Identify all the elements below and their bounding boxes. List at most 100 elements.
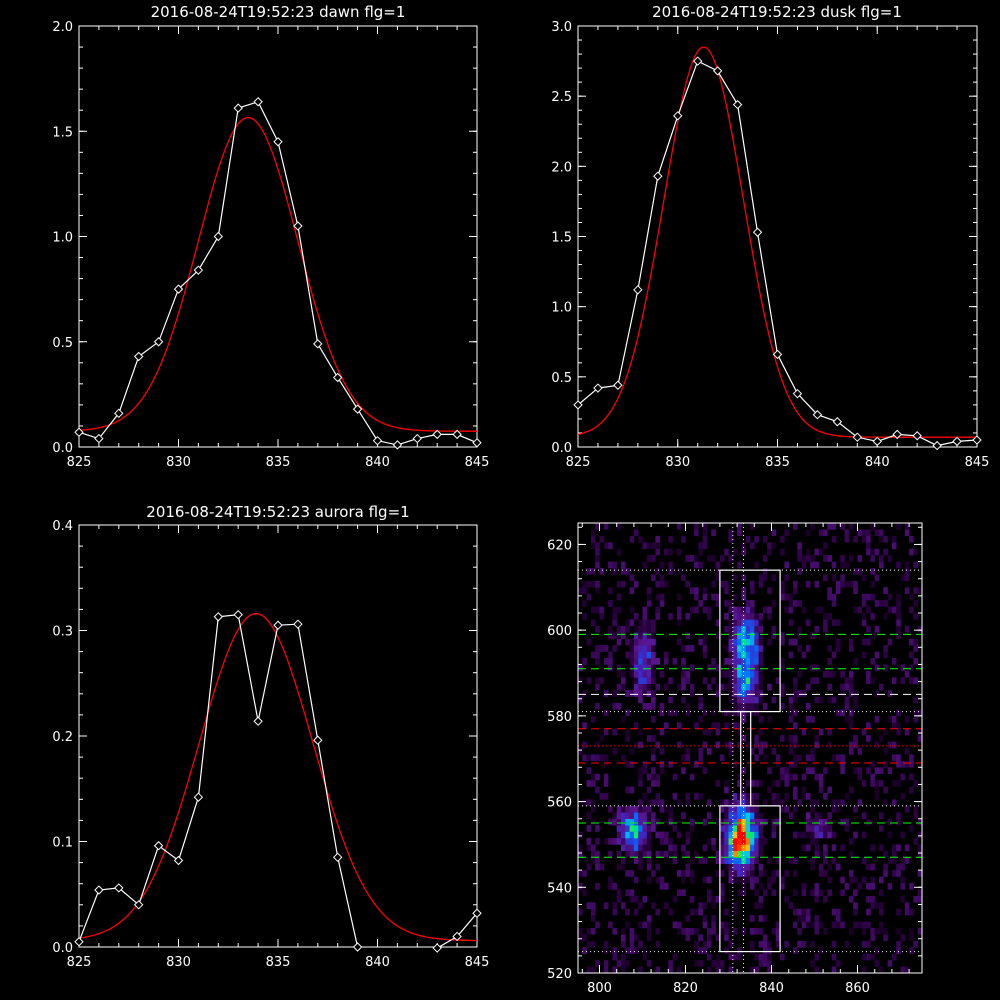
heatmap-cell	[707, 889, 712, 897]
heatmap-cell	[797, 542, 802, 549]
heatmap-cell	[904, 625, 910, 633]
x-tick-label-dusk: 830	[665, 455, 690, 470]
heatmap-cell	[891, 850, 897, 858]
heatmap-cell	[724, 799, 729, 807]
data-point-aurora	[213, 612, 224, 622]
heatmap-cell	[655, 568, 660, 575]
heatmap-cell	[737, 889, 742, 897]
heatmap-cell	[664, 805, 669, 813]
heatmap-cell	[767, 606, 772, 614]
heatmap-cell	[586, 940, 592, 948]
heatmap-cell	[616, 593, 622, 601]
heatmap-cell	[719, 966, 725, 973]
heatmap-cell	[883, 928, 888, 935]
heatmap-cell	[651, 870, 656, 877]
heatmap-cell	[595, 857, 600, 864]
heatmap-cell	[629, 870, 635, 877]
heatmap-cell	[724, 683, 729, 691]
heatmap-cell	[633, 825, 639, 832]
heatmap-cell	[831, 535, 837, 543]
heatmap-cell	[676, 548, 682, 556]
heatmap-cell	[853, 735, 858, 742]
heatmap-cell	[621, 754, 626, 762]
heatmap-cell	[745, 683, 751, 691]
heatmap-cell	[745, 780, 751, 787]
heatmap-cell	[827, 741, 832, 749]
heatmap-cell	[861, 600, 867, 607]
heatmap-cell	[638, 741, 643, 749]
heatmap-cell	[621, 928, 626, 935]
heatmap-cell	[668, 908, 673, 916]
data-point-dawn	[114, 408, 124, 419]
heatmap-cell	[737, 632, 742, 639]
heatmap-cell	[741, 818, 746, 826]
heatmap-cell	[771, 780, 777, 787]
heatmap-cell	[625, 786, 630, 794]
heatmap-cell	[801, 786, 807, 794]
heatmap-cell	[745, 857, 751, 864]
data-point-dusk	[832, 417, 843, 427]
heatmap-cell	[874, 574, 880, 582]
heatmap-cell	[745, 818, 751, 826]
y-tick-label-dawn: 0.0	[52, 441, 73, 456]
heatmap-cell	[827, 670, 832, 678]
heatmap-cell	[612, 928, 617, 935]
heatmap-cell	[659, 709, 665, 717]
heatmap-cell	[754, 638, 759, 646]
heatmap-cell	[694, 593, 699, 601]
heatmap-cell	[646, 831, 652, 839]
heatmap-cell	[801, 831, 807, 839]
y-tick-label-heatmap: 580	[547, 710, 572, 725]
heatmap-cell	[681, 645, 686, 652]
heatmap-cell	[629, 895, 635, 903]
heatmap-cell	[724, 928, 729, 935]
heatmap-cell	[814, 548, 820, 556]
heatmap-cell	[801, 793, 807, 800]
heatmap-cell	[689, 606, 695, 614]
heatmap-cell	[866, 638, 871, 646]
heatmap-cell	[715, 664, 721, 672]
heatmap-cell	[668, 696, 673, 704]
heatmap-cell	[599, 754, 605, 762]
heatmap-cell	[741, 606, 746, 614]
heatmap-cell	[900, 857, 906, 864]
heatmap-cell	[711, 664, 716, 672]
heatmap-cell	[621, 863, 626, 871]
heatmap-cell	[745, 664, 751, 672]
heatmap-cell	[616, 895, 622, 903]
heatmap-cell	[896, 593, 901, 601]
heatmap-cell	[702, 542, 708, 549]
heatmap-cell	[621, 568, 626, 575]
heatmap-cell	[578, 696, 583, 704]
heatmap-cell	[633, 831, 639, 839]
heatmap-cell	[638, 625, 643, 633]
heatmap-cell	[595, 754, 600, 762]
heatmap-cell	[900, 677, 906, 684]
heatmap-cell	[646, 645, 652, 652]
heatmap-cell	[827, 645, 832, 652]
heatmap-cell	[904, 574, 910, 582]
heatmap-cell	[887, 767, 893, 774]
heatmap-cell	[586, 568, 592, 575]
heatmap-cell	[595, 651, 600, 659]
heatmap-cell	[642, 542, 648, 549]
heatmap-cell	[732, 548, 738, 556]
heatmap-cell	[857, 529, 863, 537]
heatmap-cell	[582, 870, 587, 877]
heatmap-cell	[823, 825, 828, 832]
heatmap-cell	[732, 632, 738, 639]
heatmap-cell	[625, 889, 630, 897]
heatmap-cell	[853, 658, 858, 665]
heatmap-cell	[758, 625, 764, 633]
heatmap-cell	[603, 793, 609, 800]
heatmap-cell	[805, 754, 811, 762]
heatmap-cell	[745, 805, 751, 813]
heatmap-cell	[603, 773, 609, 781]
heatmap-cell	[625, 812, 630, 819]
heatmap-cell	[642, 651, 648, 659]
heatmap-cell	[629, 658, 635, 665]
heatmap-cell	[879, 555, 884, 562]
heatmap-cell	[883, 548, 888, 556]
heatmap-cell	[638, 940, 643, 948]
